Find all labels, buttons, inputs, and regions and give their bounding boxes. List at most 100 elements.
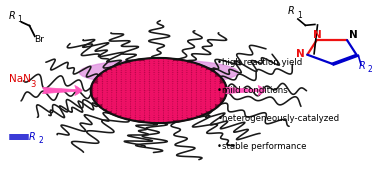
Circle shape — [117, 75, 121, 77]
Circle shape — [117, 106, 121, 108]
Circle shape — [178, 111, 182, 113]
Circle shape — [197, 106, 200, 108]
Circle shape — [117, 89, 121, 90]
Circle shape — [178, 66, 182, 68]
Circle shape — [201, 77, 205, 79]
Circle shape — [136, 75, 139, 77]
Circle shape — [98, 89, 102, 90]
Circle shape — [183, 109, 186, 110]
Circle shape — [145, 73, 149, 75]
Circle shape — [187, 98, 191, 99]
Circle shape — [178, 62, 182, 63]
Circle shape — [155, 84, 158, 86]
Circle shape — [131, 62, 135, 63]
Circle shape — [211, 86, 215, 88]
Circle shape — [211, 84, 215, 86]
Circle shape — [141, 64, 144, 66]
Circle shape — [169, 120, 172, 122]
Circle shape — [136, 79, 139, 81]
Circle shape — [155, 111, 158, 113]
Circle shape — [164, 66, 167, 68]
Circle shape — [169, 71, 172, 72]
Circle shape — [103, 77, 107, 79]
Circle shape — [183, 86, 186, 88]
Circle shape — [108, 71, 111, 72]
Circle shape — [164, 77, 167, 79]
Circle shape — [206, 109, 210, 110]
Circle shape — [136, 106, 139, 108]
Circle shape — [122, 95, 125, 97]
Circle shape — [155, 98, 158, 99]
Circle shape — [127, 115, 130, 117]
Circle shape — [164, 95, 167, 97]
Circle shape — [187, 84, 191, 86]
Circle shape — [169, 95, 172, 97]
Circle shape — [178, 104, 182, 106]
Circle shape — [150, 86, 153, 88]
Circle shape — [183, 73, 186, 75]
Circle shape — [117, 77, 121, 79]
Circle shape — [174, 109, 177, 110]
Circle shape — [192, 68, 196, 70]
Circle shape — [150, 109, 153, 110]
Circle shape — [187, 66, 191, 68]
Circle shape — [192, 66, 196, 68]
Circle shape — [103, 75, 107, 77]
Circle shape — [150, 62, 153, 63]
Circle shape — [103, 79, 107, 81]
Circle shape — [164, 89, 167, 90]
Circle shape — [201, 111, 205, 113]
Circle shape — [174, 113, 177, 115]
Circle shape — [164, 106, 167, 108]
Circle shape — [127, 64, 130, 66]
Circle shape — [108, 100, 111, 102]
Circle shape — [150, 113, 153, 115]
Circle shape — [169, 111, 172, 113]
Circle shape — [206, 82, 210, 83]
Circle shape — [169, 89, 172, 90]
Circle shape — [183, 98, 186, 99]
Circle shape — [155, 91, 158, 92]
Circle shape — [174, 75, 177, 77]
Circle shape — [98, 98, 102, 99]
Circle shape — [201, 71, 205, 72]
Circle shape — [211, 91, 215, 92]
Circle shape — [117, 93, 121, 95]
Circle shape — [155, 77, 158, 79]
Circle shape — [174, 111, 177, 113]
Circle shape — [145, 115, 149, 117]
Circle shape — [169, 77, 172, 79]
Circle shape — [136, 77, 139, 79]
Circle shape — [164, 68, 167, 70]
Circle shape — [131, 109, 135, 110]
Circle shape — [145, 77, 149, 79]
Circle shape — [127, 75, 130, 77]
Circle shape — [145, 68, 149, 70]
Circle shape — [122, 106, 125, 108]
Circle shape — [211, 98, 215, 99]
Circle shape — [178, 89, 182, 90]
Circle shape — [150, 102, 153, 104]
Circle shape — [192, 104, 196, 106]
Circle shape — [131, 113, 135, 115]
Circle shape — [94, 84, 97, 86]
Circle shape — [136, 100, 139, 102]
Circle shape — [183, 66, 186, 68]
Circle shape — [145, 120, 149, 122]
Circle shape — [201, 98, 205, 99]
Circle shape — [117, 71, 121, 72]
Circle shape — [169, 102, 172, 104]
Circle shape — [127, 113, 130, 115]
Circle shape — [187, 109, 191, 110]
Circle shape — [197, 68, 200, 70]
Circle shape — [117, 100, 121, 102]
Circle shape — [112, 79, 116, 81]
Circle shape — [98, 79, 102, 81]
Circle shape — [117, 73, 121, 75]
Text: •high reaction yield: •high reaction yield — [217, 58, 303, 67]
Circle shape — [183, 75, 186, 77]
Circle shape — [136, 82, 139, 83]
Circle shape — [211, 104, 215, 106]
Circle shape — [159, 77, 163, 79]
Circle shape — [122, 75, 125, 77]
